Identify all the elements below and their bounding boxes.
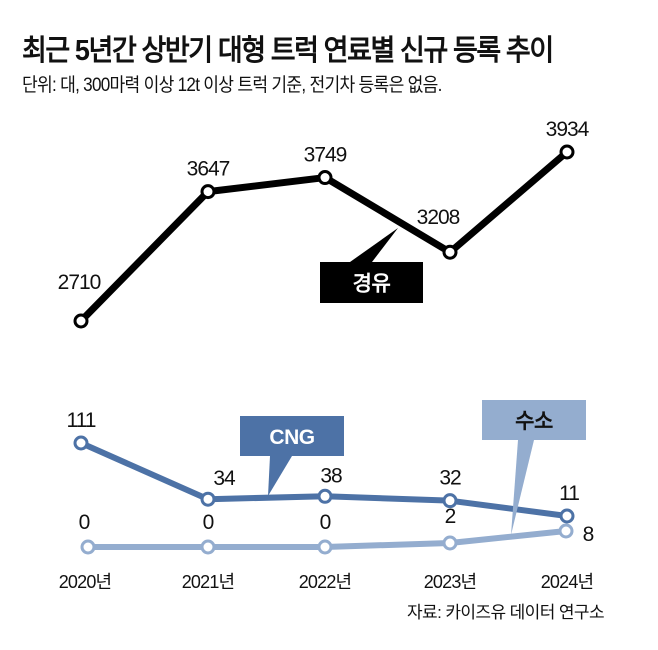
x-tick-label: 2020년 — [59, 572, 112, 592]
chart-subtitle: 단위: 대, 300마력 이상 12t 이상 트럭 기준, 전기차 등록은 없음… — [22, 75, 442, 96]
data-point-diesel — [317, 170, 333, 186]
data-point-diesel — [73, 313, 89, 329]
chart-title: 최근 5년간 상반기 대형 트럭 연료별 신규 등록 추이 — [22, 35, 554, 67]
series-diesel: 경유 2710 3647 3749 3208 3934 — [58, 118, 591, 329]
data-label-cng: 11 — [559, 482, 579, 505]
data-label-diesel: 2710 — [58, 271, 101, 294]
data-label-diesel: 3208 — [417, 206, 460, 229]
data-point-hydrogen — [558, 523, 574, 539]
data-label-hydrogen: 2 — [445, 505, 456, 528]
source-note: 자료: 카이즈유 데이터 연구소 — [407, 603, 605, 622]
data-point-hydrogen — [442, 535, 458, 551]
data-label-cng: 34 — [213, 467, 236, 490]
data-point-hydrogen — [200, 539, 216, 555]
data-point-diesel — [559, 144, 575, 160]
legend-callout-box — [320, 262, 423, 303]
legend-callout-box — [240, 416, 344, 456]
x-axis-labels: 2020년 2021년 2022년 2023년 2024년 — [59, 572, 594, 592]
data-point-cng — [73, 435, 89, 451]
legend-label: 경유 — [353, 273, 391, 296]
data-label-hydrogen: 0 — [320, 511, 331, 534]
data-point-cng — [317, 488, 333, 504]
x-tick-label: 2023년 — [424, 572, 477, 592]
data-point-cng — [559, 508, 575, 524]
data-label-hydrogen: 8 — [583, 523, 594, 546]
data-label-hydrogen: 0 — [203, 511, 214, 534]
data-label-diesel: 3647 — [187, 158, 230, 181]
data-point-cng — [442, 493, 458, 509]
series-cng: CNG 111 34 38 32 11 — [67, 409, 580, 524]
series-hydrogen: 수소 0 0 0 2 8 — [79, 400, 595, 555]
data-point-hydrogen — [317, 539, 333, 555]
legend-label: 수소 — [515, 410, 553, 433]
x-tick-label: 2021년 — [182, 572, 235, 592]
data-point-diesel — [442, 244, 458, 260]
data-point-cng — [200, 491, 216, 507]
data-label-diesel: 3749 — [304, 144, 347, 167]
data-label-cng: 38 — [320, 464, 342, 487]
legend-label: CNG — [269, 426, 314, 449]
legend-callout-pointer — [268, 456, 292, 496]
data-label-cng: 111 — [67, 409, 96, 432]
data-label-cng: 32 — [439, 467, 461, 490]
data-point-hydrogen — [80, 539, 96, 555]
data-label-hydrogen: 0 — [79, 511, 90, 534]
legend-callout-pointer — [511, 440, 534, 535]
x-tick-label: 2022년 — [299, 572, 352, 592]
data-point-diesel — [200, 184, 216, 200]
legend-callout-box — [482, 400, 586, 440]
data-label-diesel: 3934 — [546, 118, 590, 141]
x-tick-label: 2024년 — [541, 572, 594, 592]
legend-callout-pointer — [350, 228, 398, 262]
